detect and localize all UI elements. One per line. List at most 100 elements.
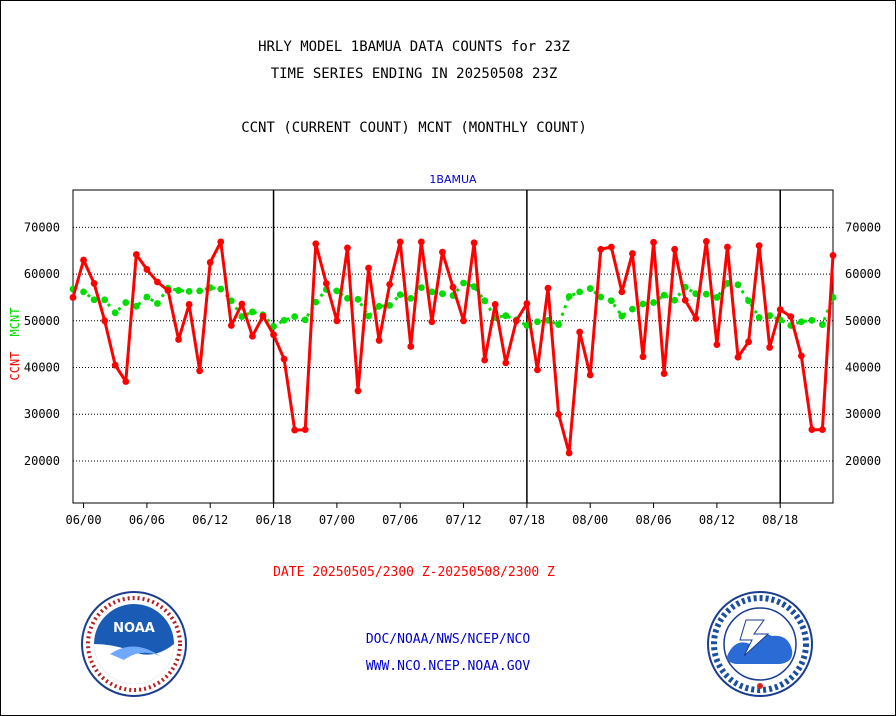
mcnt-point	[576, 288, 584, 296]
mcnt-point	[301, 316, 309, 324]
ccnt-point	[196, 367, 204, 375]
mcnt-point	[650, 299, 657, 306]
mcnt-point	[280, 316, 288, 324]
x-tick-label: 08/12	[699, 513, 735, 527]
mcnt-point	[154, 300, 161, 307]
y-tick-label-right: 70000	[845, 220, 881, 234]
x-tick-label: 06/12	[192, 513, 228, 527]
ccnt-point	[618, 288, 626, 296]
ccnt-point	[449, 283, 457, 291]
y-tick-label-left: 70000	[24, 220, 60, 234]
ccnt-point	[396, 238, 404, 246]
mcnt-point	[143, 293, 151, 301]
y-tick-label-right: 50000	[845, 314, 881, 328]
mcnt-point	[375, 302, 383, 310]
mcnt-point	[90, 296, 98, 304]
mcnt-point	[618, 312, 626, 320]
ccnt-point	[629, 250, 636, 257]
mcnt-point	[439, 290, 446, 298]
mcnt-point	[607, 297, 615, 305]
day-separators	[272, 190, 781, 503]
ccnt-point	[660, 370, 668, 377]
ccnt-point	[766, 344, 774, 351]
mcnt-point	[713, 294, 721, 301]
ccnt-point	[365, 264, 372, 272]
mcnt-point	[111, 309, 119, 317]
svg-text:NOAA: NOAA	[113, 621, 155, 636]
x-tick-label: 06/00	[65, 513, 101, 527]
mcnt-point	[386, 301, 394, 309]
ccnt-point	[491, 301, 499, 308]
ccnt-point	[586, 371, 594, 379]
mcnt-point	[797, 318, 805, 326]
mcnt-point	[555, 321, 562, 328]
ccnt-point	[671, 245, 679, 253]
mcnt-point	[808, 316, 816, 324]
ccnt-point	[534, 366, 541, 374]
mcnt-point	[196, 287, 204, 295]
y-tick-label-left: 40000	[24, 361, 60, 375]
mcnt-point	[396, 291, 404, 299]
chart-title-line-3: CCNT (CURRENT COUNT) MCNT (MONTHLY COUNT…	[241, 120, 587, 136]
y-tick-label-right: 20000	[845, 454, 881, 468]
ccnt-point	[164, 287, 172, 294]
mcnt-point	[481, 297, 489, 305]
mcnt-point	[755, 314, 763, 321]
ccnt-point	[544, 284, 552, 292]
y-axis-label-ccnt: CCNT	[8, 352, 22, 381]
ccnt-point	[90, 280, 98, 287]
ccnt-point	[154, 278, 161, 286]
mcnt-point	[671, 296, 679, 304]
ccnt-point	[681, 296, 689, 304]
ccnt-point	[819, 426, 826, 434]
mcnt-point	[122, 299, 130, 306]
mcnt-point	[745, 297, 752, 305]
mcnt-point	[502, 312, 510, 320]
mcnt-point	[354, 295, 362, 303]
mcnt-point	[238, 313, 246, 321]
ccnt-point	[734, 353, 742, 361]
noaa-logo: NOAA	[81, 591, 187, 697]
ccnt-point	[808, 426, 816, 434]
ccnt-point	[322, 280, 330, 287]
ccnt-point	[417, 238, 425, 246]
ccnt-point	[249, 332, 256, 340]
ccnt-point	[122, 378, 130, 385]
ccnt-point	[375, 337, 383, 344]
y-tick-label-left: 60000	[24, 267, 60, 281]
ccnt-point	[259, 312, 267, 320]
ccnt-point	[797, 352, 805, 360]
mcnt-point	[101, 296, 109, 304]
mcnt-point	[639, 300, 647, 308]
ccnt-point	[227, 322, 235, 329]
mcnt-point	[819, 321, 826, 328]
ccnt-point	[787, 313, 795, 321]
ccnt-point	[650, 238, 657, 246]
x-tick-label: 06/18	[255, 513, 291, 527]
x-tick-label: 07/06	[382, 513, 418, 527]
ccnt-point	[101, 317, 109, 325]
ccnt-point	[639, 353, 647, 361]
ccnt-point	[312, 240, 320, 248]
ccnt-point	[80, 256, 87, 264]
ccnt-point	[470, 239, 478, 247]
ccnt-point	[185, 301, 193, 308]
x-tick-label: 07/18	[509, 513, 545, 527]
ccnt-point	[829, 252, 837, 259]
y-tick-label-left: 30000	[24, 407, 60, 421]
mcnt-point	[417, 284, 425, 292]
chart-title-line-2: TIME SERIES ENDING IN 20250508 23Z	[270, 66, 558, 82]
ccnt-point	[439, 248, 446, 256]
ccnt-point	[238, 300, 246, 308]
mcnt-point	[249, 308, 256, 316]
ccnt-point	[555, 410, 562, 418]
chart-title-line-1: HRLY MODEL 1BAMUA DATA COUNTS for 23Z	[258, 39, 570, 55]
ccnt-point	[143, 266, 151, 273]
plot-frame	[72, 189, 834, 504]
y-tick-label-left: 20000	[24, 454, 60, 468]
mcnt-point	[534, 318, 541, 326]
ccnt-point	[333, 317, 341, 325]
mcnt-point	[724, 280, 731, 287]
ccnt-point	[745, 338, 752, 346]
